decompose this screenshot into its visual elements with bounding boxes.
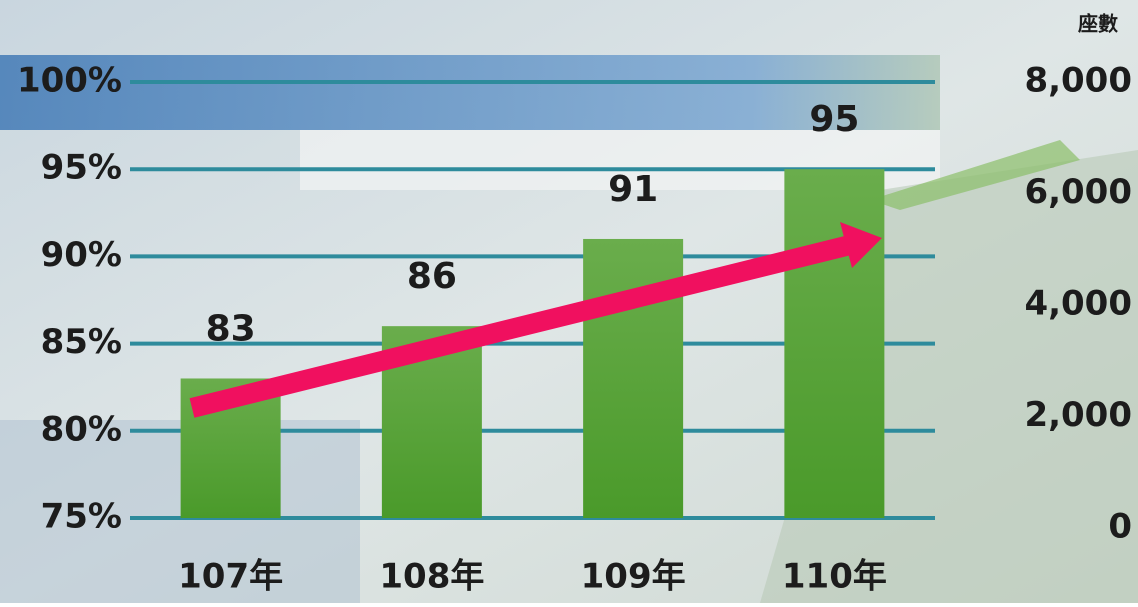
y2-tick-label: 0 xyxy=(1108,507,1132,547)
y-tick-label: 90% xyxy=(41,235,122,275)
y-tick-label: 95% xyxy=(41,148,122,188)
y2-tick-label: 6,000 xyxy=(1024,172,1132,212)
x-tick-label: 108年 xyxy=(379,557,484,597)
chart: 座數 75% 80% 85% 90% 95% 100% 0 2,000 4,000 6,000 8,… xyxy=(0,0,1138,603)
y2-tick-label: 8,000 xyxy=(1024,61,1132,101)
y2-tick-label: 2,000 xyxy=(1024,395,1132,435)
y2-axis-label: 座數 xyxy=(1078,12,1118,36)
background-railing xyxy=(0,55,940,130)
y-tick-label: 100% xyxy=(17,61,122,101)
y2-tick-label: 4,000 xyxy=(1024,284,1132,324)
page: {"chart_data": {"type": "bar", "categori… xyxy=(0,0,1138,607)
y-tick-label: 75% xyxy=(41,497,122,537)
value-label: 83 xyxy=(206,308,256,349)
y-tick-label: 80% xyxy=(41,409,122,449)
bar xyxy=(784,169,884,518)
x-tick-label: 107年 xyxy=(178,557,283,597)
x-tick-label: 109年 xyxy=(581,557,686,597)
y-tick-label: 85% xyxy=(41,322,122,362)
value-label: 86 xyxy=(407,256,457,297)
x-tick-label: 110年 xyxy=(782,557,887,597)
value-label: 95 xyxy=(809,99,859,140)
value-label: 91 xyxy=(608,169,658,210)
